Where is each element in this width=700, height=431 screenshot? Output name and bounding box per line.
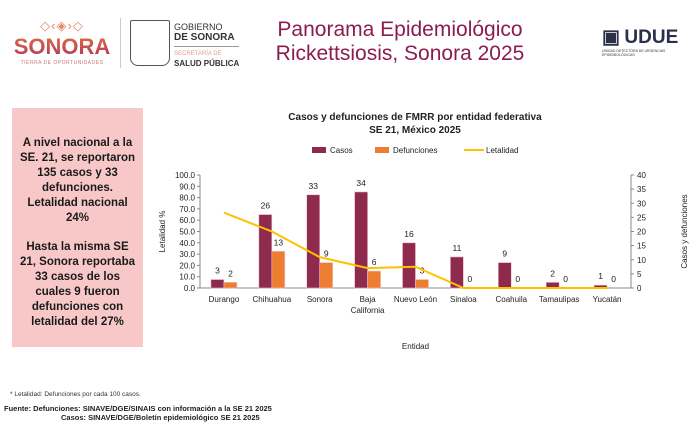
y-tick-label: 10.0 bbox=[179, 273, 195, 282]
y-tick-label: 80.0 bbox=[179, 194, 195, 203]
bar-defunciones bbox=[223, 282, 238, 289]
y2-tick-label: 40 bbox=[637, 171, 646, 180]
data-label: 33 bbox=[308, 181, 318, 191]
y-tick-label: 50.0 bbox=[179, 228, 195, 237]
data-label: 2 bbox=[550, 268, 555, 278]
bar-defunciones bbox=[319, 262, 334, 289]
data-label: 1 bbox=[598, 271, 603, 281]
x-tick-label: Chihuahua bbox=[252, 295, 291, 304]
legend-label: Defunciones bbox=[393, 146, 437, 155]
coat-of-arms-icon bbox=[130, 20, 170, 66]
bar-defunciones bbox=[367, 270, 381, 289]
gob-line1: GOBIERNO bbox=[174, 22, 223, 32]
bar-casos bbox=[497, 262, 512, 289]
y2-tick-label: 5 bbox=[637, 270, 642, 279]
bar-casos bbox=[402, 242, 416, 289]
title-line1: Panorama Epidemiológico bbox=[277, 18, 523, 41]
y2-tick-label: 0 bbox=[637, 284, 642, 293]
legend-swatch-casos bbox=[312, 147, 326, 153]
divider bbox=[120, 18, 121, 68]
data-label: 0 bbox=[515, 274, 520, 284]
y2-tick-label: 10 bbox=[637, 256, 646, 265]
source-line2: Casos: SINAVE/DGE/Boletín epidemiológico… bbox=[61, 413, 260, 422]
x-tick-label: Durango bbox=[209, 295, 240, 304]
x-tick-label: Nuevo León bbox=[394, 295, 437, 304]
data-label: 0 bbox=[611, 274, 616, 284]
y2-tick-label: 35 bbox=[637, 185, 646, 194]
data-label: 34 bbox=[356, 178, 366, 188]
monitor-chart-icon: ▣ bbox=[602, 27, 620, 48]
x-tick-label: California bbox=[351, 306, 385, 315]
bar-casos bbox=[306, 194, 321, 289]
y-tick-label: 30.0 bbox=[179, 250, 195, 259]
page-title: Panorama Epidemiológico Rickettsiosis, S… bbox=[250, 18, 550, 66]
data-label: 16 bbox=[404, 229, 414, 239]
data-label: 26 bbox=[261, 201, 271, 211]
bar-casos bbox=[210, 279, 225, 289]
x-tick-label: Baja bbox=[360, 295, 377, 304]
bar-casos bbox=[258, 214, 273, 289]
x-tick-label: Sonora bbox=[307, 295, 333, 304]
summary-sonora: Hasta la misma SE 21, Sonora reportaba 3… bbox=[19, 241, 136, 328]
gob-line3: SECRETARÍA DE bbox=[174, 46, 240, 59]
footnote: * Letalidad: Defunciones por cada 100 ca… bbox=[10, 391, 141, 398]
y-tick-label: 40.0 bbox=[179, 239, 195, 248]
data-label: 3 bbox=[215, 266, 220, 276]
gob-line2: DE SONORA bbox=[174, 32, 235, 43]
summary-box: A nivel nacional a la SE. 21, se reporta… bbox=[12, 108, 143, 347]
source-line1: Fuente: Defunciones: SINAVE/DGE/SINAIS c… bbox=[4, 404, 272, 413]
x-tick-label: Tamaulipas bbox=[539, 295, 579, 304]
y-tick-label: 70.0 bbox=[179, 205, 195, 214]
sonora-logo: ◇‹◈›◇ SONORA TIERRA DE OPORTUNIDADES bbox=[12, 18, 112, 66]
chart-subtitle: SE 21, México 2025 bbox=[369, 125, 461, 136]
bar-defunciones bbox=[415, 279, 429, 289]
logo-text: SONORA bbox=[13, 34, 111, 59]
legend-label: Letalidad bbox=[486, 146, 518, 155]
data-label: 13 bbox=[274, 237, 284, 247]
y2-tick-label: 15 bbox=[637, 242, 646, 251]
y-tick-label: 100.0 bbox=[175, 171, 196, 180]
x-tick-label: Yucatán bbox=[593, 295, 622, 304]
data-label: 0 bbox=[563, 274, 568, 284]
gobierno-logo: GOBIERNO DE SONORA SECRETARÍA DE SALUD P… bbox=[174, 22, 240, 69]
y-tick-label: 60.0 bbox=[179, 216, 195, 225]
udue-subtitle: UNIDAD DETECTORA DE URGENCIAS EPIDEMIOLÓ… bbox=[602, 49, 666, 57]
y-tick-label: 90.0 bbox=[179, 182, 195, 191]
udue-logo: ▣ UDUE UNIDAD DETECTORA DE URGENCIAS EPI… bbox=[602, 26, 697, 57]
y2-tick-label: 25 bbox=[637, 213, 646, 222]
y2-tick-label: 20 bbox=[637, 228, 646, 237]
y-axis-label: Letalidad % bbox=[158, 211, 167, 253]
legend-label: Casos bbox=[330, 146, 353, 155]
x-tick-label: Coahuila bbox=[495, 295, 527, 304]
chart-title-line: Casos y defunciones de FMRR por entidad … bbox=[288, 112, 542, 123]
gob-line4: SALUD PÚBLICA bbox=[174, 59, 240, 68]
data-label: 11 bbox=[452, 243, 461, 253]
y-tick-label: 0.0 bbox=[184, 284, 196, 293]
bar-casos bbox=[450, 256, 464, 289]
bar-defunciones bbox=[271, 250, 286, 289]
line-letalidad bbox=[223, 211, 608, 289]
chart-title: Casos y defunciones de FMRR por entidad … bbox=[200, 111, 630, 137]
y-tick-label: 20.0 bbox=[179, 261, 195, 270]
y2-axis-label: Casos y defunciones bbox=[680, 194, 689, 268]
ornament-icon: ◇‹◈›◇ bbox=[40, 18, 84, 33]
data-label: 9 bbox=[502, 249, 507, 259]
x-tick-label: Sinaloa bbox=[450, 295, 477, 304]
legend-swatch-defunciones bbox=[375, 147, 389, 153]
data-label: 2 bbox=[228, 268, 233, 278]
data-label: 0 bbox=[468, 274, 473, 284]
title-line2: Rickettsiosis, Sonora 2025 bbox=[275, 42, 525, 65]
source: Fuente: Defunciones: SINAVE/DGE/SINAIS c… bbox=[4, 404, 272, 422]
data-label: 6 bbox=[372, 257, 377, 267]
udue-text: UDUE bbox=[624, 27, 679, 48]
bar-casos bbox=[354, 191, 368, 289]
data-label: 9 bbox=[324, 249, 329, 259]
summary-national: A nivel nacional a la SE. 21, se reporta… bbox=[19, 137, 136, 224]
y2-tick-label: 30 bbox=[637, 199, 646, 208]
x-axis-label: Entidad bbox=[402, 342, 429, 351]
logo-tagline: TIERRA DE OPORTUNIDADES bbox=[20, 60, 104, 66]
